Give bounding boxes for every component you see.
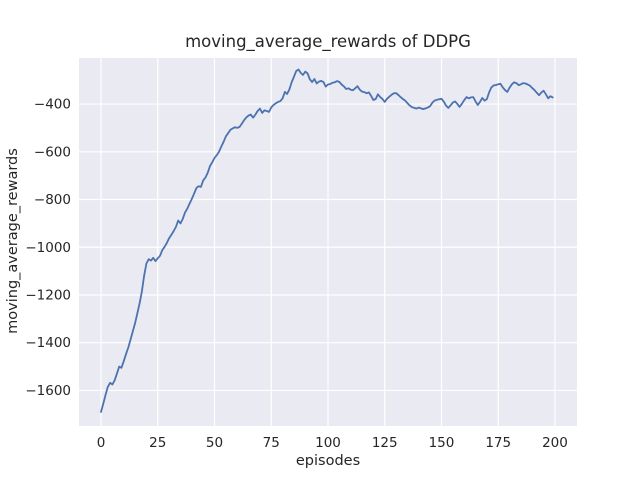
y-tick-label: −400	[34, 97, 71, 113]
y-tick-label: −600	[34, 144, 71, 160]
x-tick-label: 200	[542, 435, 568, 451]
x-tick-label: 100	[315, 435, 341, 451]
y-tick-label: −1600	[25, 383, 71, 399]
x-tick-label: 175	[485, 435, 511, 451]
y-tick-label: −1400	[25, 335, 71, 351]
y-tick-label: −1200	[25, 287, 71, 303]
x-axis-label: episodes	[295, 453, 361, 469]
x-tick-label: 25	[149, 435, 166, 451]
reward-line-series	[100, 68, 554, 413]
x-tick-label: 50	[206, 435, 223, 451]
y-tick-label: −1000	[25, 240, 71, 256]
x-tick-label: 0	[97, 435, 106, 451]
x-tick-label: 150	[429, 435, 455, 451]
x-tick-label: 125	[372, 435, 398, 451]
x-tick-label: 75	[263, 435, 280, 451]
y-tick-label: −800	[34, 192, 71, 208]
y-axis-label: moving_average_rewards	[5, 148, 21, 334]
chart-title: moving_average_rewards of DDPG	[185, 32, 471, 51]
